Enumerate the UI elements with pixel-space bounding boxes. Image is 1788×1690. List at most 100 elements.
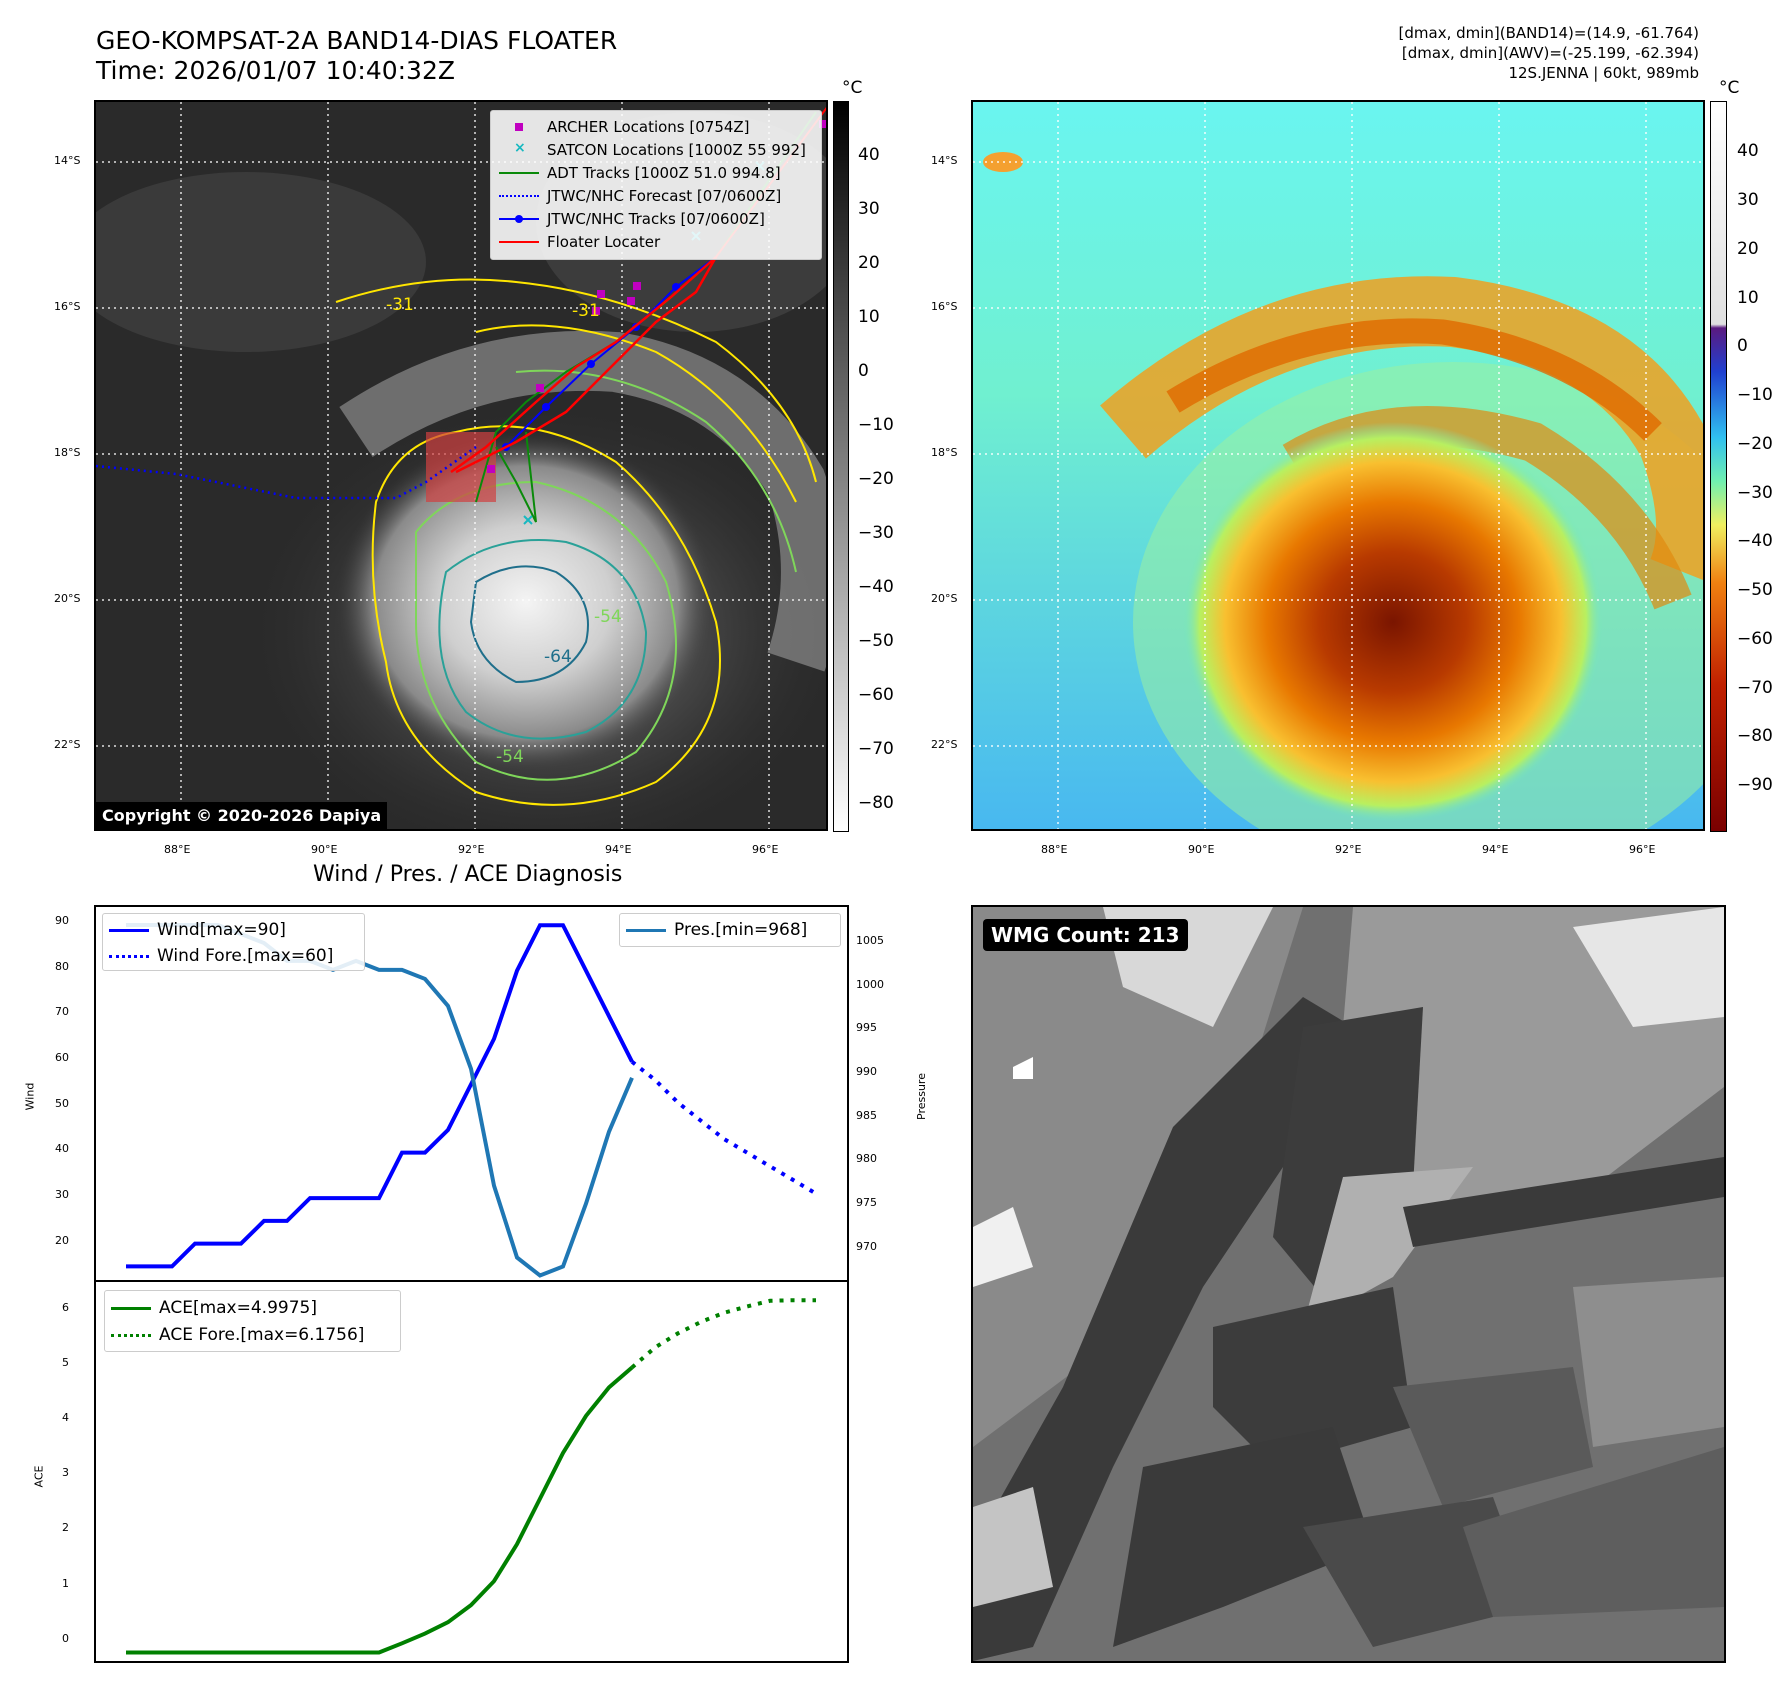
- x-marker-icon: ×: [514, 139, 526, 156]
- colorbar-tick: −80: [1737, 726, 1773, 746]
- legend-floater: Floater Locater: [499, 230, 813, 253]
- series-line-0: [126, 1365, 634, 1655]
- wind-tick: 60: [55, 1051, 69, 1064]
- pressure-tick: 975: [856, 1196, 877, 1209]
- lat-tick: 22°S: [54, 738, 81, 751]
- ace-tick: 3: [62, 1466, 69, 1479]
- band14-range: [dmax, dmin](BAND14)=(14.9, -61.764): [1398, 24, 1699, 42]
- colorbar-tick: −60: [858, 685, 894, 705]
- contour-label: -54: [594, 607, 622, 627]
- solid-line-icon: [626, 929, 666, 932]
- lat-tick: 14°S: [931, 154, 958, 167]
- pres-legend: Pres.[min=968]: [619, 913, 841, 947]
- lat-tick: 16°S: [931, 300, 958, 313]
- square-marker-icon: [515, 122, 523, 131]
- main-title: GEO-KOMPSAT-2A BAND14-DIAS FLOATER: [96, 26, 618, 55]
- colorbar-tick: −40: [1737, 531, 1773, 551]
- colorbar-tick: −80: [858, 793, 894, 813]
- lat-tick: 22°S: [931, 738, 958, 751]
- wmg-count-badge: WMG Count: 213: [983, 919, 1188, 951]
- wind-axis-label: Wind: [23, 1082, 37, 1111]
- wind-tick: 20: [55, 1234, 69, 1247]
- awv-range: [dmax, dmin](AWV)=(-25.199, -62.394): [1401, 44, 1699, 62]
- lon-tick: 94°E: [1482, 843, 1509, 856]
- colorbar-tick: 30: [858, 199, 880, 219]
- lon-tick: 94°E: [605, 843, 632, 856]
- colorbar-tick: −40: [858, 577, 894, 597]
- awv-map: [971, 100, 1705, 831]
- lat-tick: 14°S: [54, 154, 81, 167]
- time-label: Time: 2026/01/07 10:40:32Z: [96, 56, 455, 85]
- floater-box: [426, 432, 496, 502]
- wind-tick: 90: [55, 914, 69, 927]
- colorbar-tick: 10: [1737, 288, 1759, 308]
- colorbar-unit: °C: [1719, 78, 1740, 98]
- wind-pressure-chart: Wind[max=90] Wind Fore.[max=60] Pres.[mi…: [94, 905, 849, 1282]
- colorbar-tick: 30: [1737, 190, 1759, 210]
- ace-tick: 0: [62, 1632, 69, 1645]
- wind-tick: 80: [55, 960, 69, 973]
- series-line-1: [630, 1298, 816, 1370]
- lon-tick: 90°E: [311, 843, 338, 856]
- colorbar-tick: 0: [1737, 336, 1748, 356]
- copyright-badge: Copyright © 2020-2026 Dapiya: [96, 802, 388, 829]
- colorbar-tick: 20: [858, 253, 880, 273]
- pressure-tick: 990: [856, 1065, 877, 1078]
- jtwc-track: [505, 256, 717, 448]
- lon-tick: 92°E: [1335, 843, 1362, 856]
- lat-tick: 18°S: [54, 446, 81, 459]
- wind-tick: 50: [55, 1097, 69, 1110]
- ace-legend: ACE[max=4.9975] ACE Fore.[max=6.1756]: [104, 1290, 401, 1352]
- storm-info: 12S.JENNA | 60kt, 989mb: [1508, 64, 1699, 82]
- colorbar-tick: 10: [858, 307, 880, 327]
- legend-adt: ADT Tracks [1000Z 51.0 994.8]: [499, 161, 813, 184]
- awv-colorbar: [1710, 101, 1727, 832]
- lat-tick: 16°S: [54, 300, 81, 313]
- legend-ace-forecast: ACE Fore.[max=6.1756]: [159, 1324, 365, 1345]
- solid-line-icon: [109, 929, 149, 932]
- colorbar-tick: 20: [1737, 239, 1759, 259]
- contour-label: -31: [386, 295, 414, 315]
- colorbar-tick: 40: [1737, 141, 1759, 161]
- colorbar-tick: −20: [858, 469, 894, 489]
- lon-tick: 90°E: [1188, 843, 1215, 856]
- colorbar-tick: 0: [858, 361, 869, 381]
- legend-pressure: Pres.[min=968]: [674, 920, 808, 940]
- wind-tick: 40: [55, 1142, 69, 1155]
- lat-tick: 20°S: [931, 592, 958, 605]
- colorbar-tick: −50: [1737, 580, 1773, 600]
- awv-map-graphics: [973, 102, 1703, 829]
- colorbar-tick: 40: [858, 145, 880, 165]
- ir-satellite-map: -31 -31 -54 -64 -54 ARCHER Locations [07…: [94, 100, 828, 831]
- lat-tick: 20°S: [54, 592, 81, 605]
- colorbar-tick: −70: [858, 739, 894, 759]
- pressure-tick: 980: [856, 1152, 877, 1165]
- contour-label: -31: [572, 301, 600, 321]
- colorbar-tick: −70: [1737, 678, 1773, 698]
- colorbar-tick: −10: [1737, 385, 1773, 405]
- pressure-tick: 970: [856, 1240, 877, 1253]
- ace-chart: ACE[max=4.9975] ACE Fore.[max=6.1756]: [94, 1280, 849, 1663]
- contour-label: -64: [544, 647, 572, 667]
- wind-tick: 70: [55, 1005, 69, 1018]
- solid-line-icon: [111, 1306, 151, 1310]
- lat-tick: 18°S: [931, 446, 958, 459]
- lon-tick: 88°E: [164, 843, 191, 856]
- solid-line-icon: [499, 240, 539, 243]
- colorbar-tick: −30: [858, 523, 894, 543]
- legend-wind: Wind[max=90]: [157, 920, 286, 940]
- forecast-track: [96, 445, 477, 500]
- legend-ace: ACE[max=4.9975]: [159, 1297, 317, 1318]
- legend-jtwc-forecast: JTWC/NHC Forecast [07/0600Z]: [499, 184, 813, 207]
- contour-label: -54: [496, 747, 524, 767]
- diagnosis-title: Wind / Pres. / ACE Diagnosis: [313, 862, 623, 887]
- legend-archer: ARCHER Locations [0754Z]: [499, 115, 813, 138]
- colorbar-tick: −50: [858, 631, 894, 651]
- lon-tick: 96°E: [1629, 843, 1656, 856]
- ace-tick: 1: [62, 1577, 69, 1590]
- solid-line-icon: [499, 171, 539, 174]
- ace-tick: 2: [62, 1521, 69, 1534]
- ace-tick: 4: [62, 1411, 69, 1424]
- legend-jtwc-tracks: JTWC/NHC Tracks [07/0600Z]: [499, 207, 813, 230]
- lon-tick: 96°E: [752, 843, 779, 856]
